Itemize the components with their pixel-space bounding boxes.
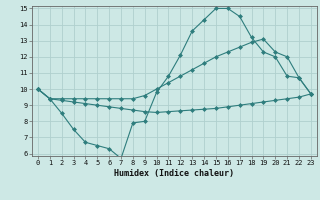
- X-axis label: Humidex (Indice chaleur): Humidex (Indice chaleur): [115, 169, 234, 178]
